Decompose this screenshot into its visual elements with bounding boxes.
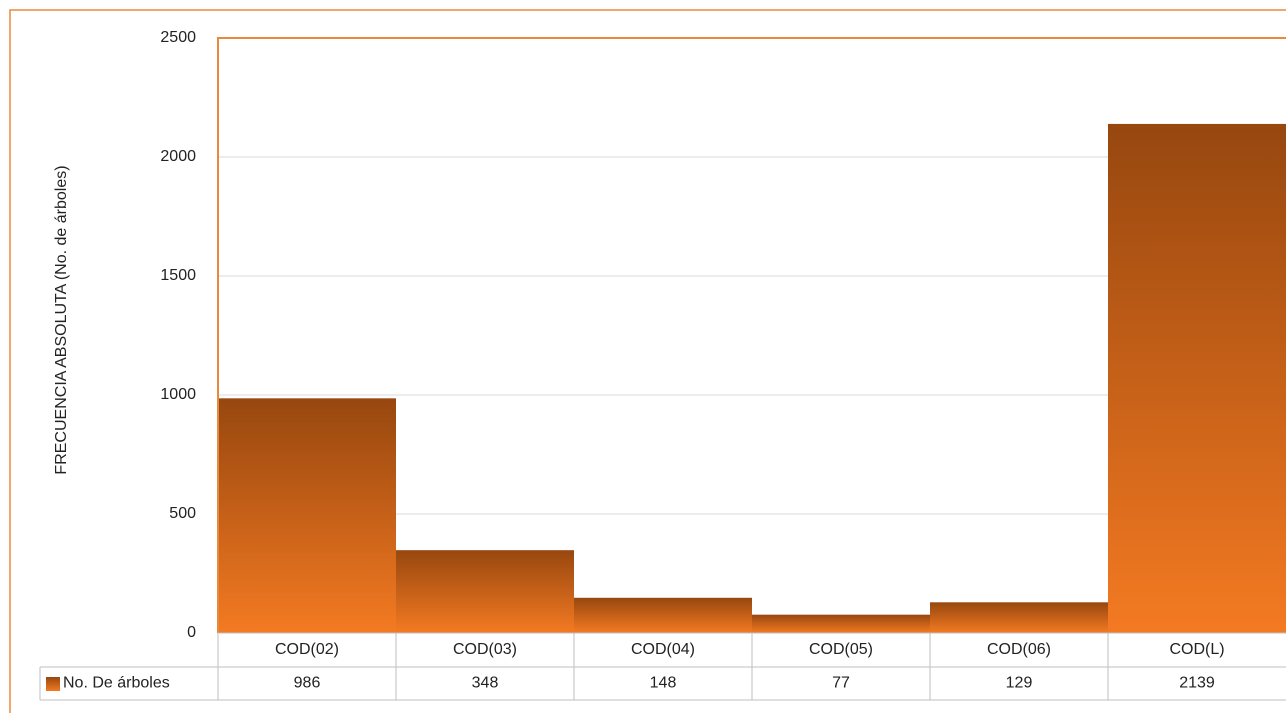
y-tick-label: 2000 — [160, 148, 196, 165]
bar — [218, 398, 396, 633]
y-tick-label: 1000 — [160, 386, 196, 403]
legend-label: No. De árboles — [63, 675, 170, 692]
y-tick-label: 1500 — [160, 267, 196, 284]
bar — [396, 550, 574, 633]
table-value: 148 — [650, 675, 677, 692]
chart-frame — [9, 9, 1286, 713]
x-tick-label: COD(05) — [809, 641, 873, 658]
y-tick-label: 500 — [169, 505, 196, 522]
table-value: 2139 — [1179, 675, 1215, 692]
y-axis-label: FRECUENCIA ABSOLUTA (No. de árboles) — [53, 165, 70, 474]
x-tick-label: COD(03) — [453, 641, 517, 658]
x-tick-label: COD(L) — [1169, 641, 1224, 658]
x-tick-label: COD(04) — [631, 641, 695, 658]
x-tick-label: COD(06) — [987, 641, 1051, 658]
table-value: 129 — [1006, 675, 1033, 692]
plot-border — [217, 37, 1286, 633]
x-tick-label: COD(02) — [275, 641, 339, 658]
bar — [574, 597, 752, 633]
legend-key — [46, 677, 60, 691]
table-value: 77 — [832, 675, 850, 692]
bar — [1108, 123, 1286, 633]
bar — [930, 602, 1108, 633]
table-value: 986 — [294, 675, 321, 692]
y-tick-label: 2500 — [160, 29, 196, 46]
y-tick-label: 0 — [187, 624, 196, 641]
bar — [752, 614, 930, 633]
table-value: 348 — [472, 675, 499, 692]
